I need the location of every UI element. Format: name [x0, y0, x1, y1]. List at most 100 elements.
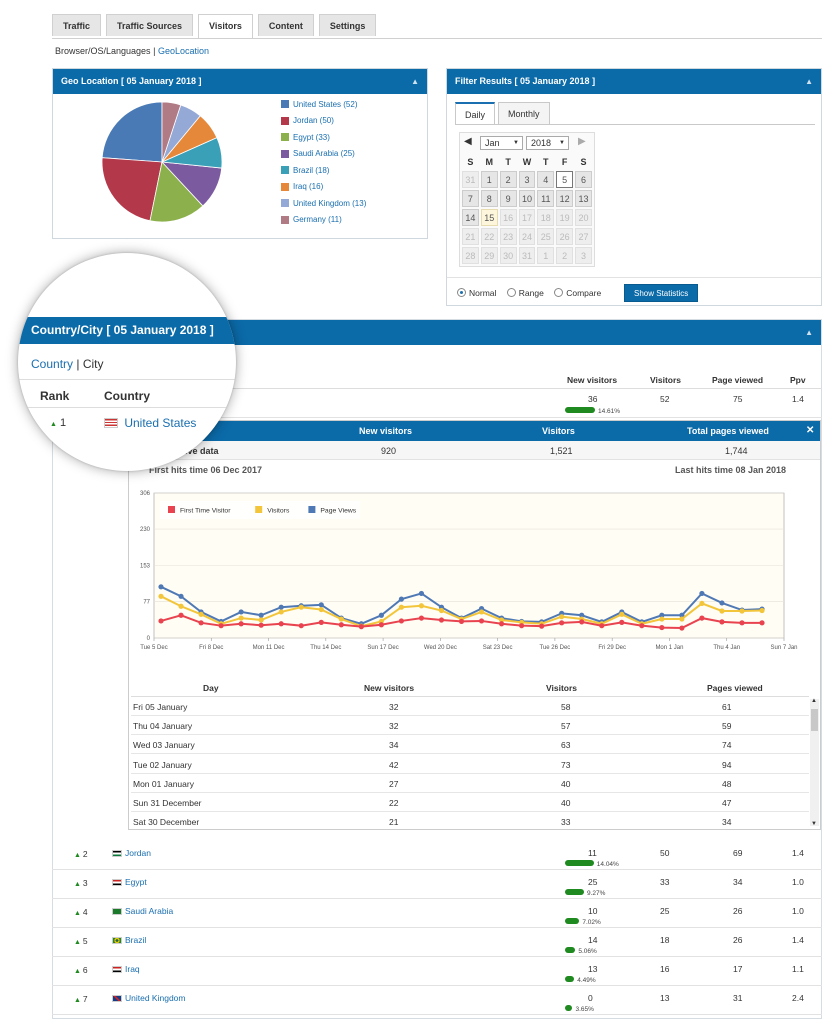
table-row[interactable]: Sat 30 December 21 33 34 — [131, 812, 809, 828]
calendar-day[interactable]: 1 — [537, 247, 555, 264]
calendar-day[interactable]: 29 — [480, 247, 498, 264]
tab-visitors[interactable]: Visitors — [198, 14, 253, 39]
mode-normal[interactable]: Normal — [457, 288, 496, 298]
calendar-day[interactable]: 12 — [556, 190, 574, 207]
tab-content[interactable]: Content — [257, 14, 314, 36]
calendar-day[interactable]: 2 — [499, 171, 517, 188]
calendar-day[interactable]: 9 — [499, 190, 517, 207]
row-visitors: 13 — [660, 993, 670, 1003]
calendar-day[interactable]: 24 — [518, 228, 536, 245]
country-link[interactable]: United Kingdom — [125, 993, 186, 1003]
calendar-day[interactable]: 8 — [480, 190, 498, 207]
country-link[interactable]: Brazil — [125, 935, 147, 945]
tab-monthly[interactable]: Monthly — [498, 102, 550, 124]
close-icon[interactable]: ✕ — [806, 425, 815, 436]
calendar-day[interactable]: 23 — [499, 228, 517, 245]
tab-settings[interactable]: Settings — [318, 14, 377, 36]
calendar-day[interactable]: 26 — [556, 228, 574, 245]
calendar-day[interactable]: 11 — [537, 190, 555, 207]
legend-item[interactable]: United Kingdom (13) — [281, 195, 366, 212]
daily-scrollbar[interactable]: ▲ ▼ — [810, 698, 819, 827]
country-link[interactable]: Saudi Arabia — [125, 906, 174, 916]
calendar-day[interactable]: 21 — [462, 228, 479, 245]
table-row[interactable]: ▲ 5 Brazil 14 5.06% 18 26 1.4 — [52, 928, 822, 957]
calendar-day[interactable]: 31 — [518, 247, 536, 264]
calendar-day[interactable]: 16 — [499, 209, 517, 226]
calendar-day[interactable]: 3 — [575, 247, 592, 264]
calendar-day[interactable]: 1 — [480, 171, 498, 188]
table-row[interactable]: ▲ 3 Egypt 25 9.27% 33 34 1.0 — [52, 870, 822, 899]
mode-compare[interactable]: Compare — [554, 288, 601, 298]
series-point — [418, 615, 425, 621]
collapse-icon[interactable]: ▲ — [805, 328, 813, 337]
calendar-day[interactable]: 4 — [537, 171, 555, 188]
legend-item[interactable]: Saudi Arabia (25) — [281, 146, 366, 163]
tab-daily[interactable]: Daily — [455, 102, 496, 124]
scroll-down-icon[interactable]: ▼ — [811, 821, 817, 827]
calendar-day[interactable]: 18 — [537, 209, 555, 226]
tab-traffic[interactable]: Traffic — [52, 14, 102, 36]
subnav-browser-os-languages[interactable]: Browser/OS/Languages — [55, 46, 151, 56]
subnav-geolocation[interactable]: GeoLocation — [157, 46, 209, 56]
month-select[interactable]: Jan ▼ — [480, 136, 523, 150]
calendar-day[interactable]: 2 — [556, 247, 574, 264]
table-row[interactable]: Sun 31 December 22 40 47 — [131, 793, 809, 812]
cell-pages: 48 — [722, 778, 732, 789]
prev-month-icon[interactable]: ◀ — [464, 136, 472, 147]
calendar-day[interactable]: 31 — [462, 171, 479, 188]
scrollbar-thumb[interactable] — [811, 709, 818, 731]
country-link[interactable]: Egypt — [125, 877, 147, 887]
table-row[interactable]: Thu 04 January 32 57 59 — [131, 716, 809, 736]
calendar-day[interactable]: 22 — [480, 228, 498, 245]
table-row[interactable]: 36 14.61% 52 75 1.4 — [52, 390, 822, 418]
calendar-day[interactable]: 14 — [462, 209, 479, 226]
collapse-icon[interactable]: ▲ — [805, 77, 813, 86]
zoomed-subnav-city[interactable]: City — [82, 357, 104, 371]
country-link[interactable]: Jordan — [125, 848, 151, 858]
cell-day: Thu 04 January — [133, 721, 193, 732]
calendar-day[interactable]: 28 — [462, 247, 479, 264]
zoomed-subnav-country[interactable]: Country — [31, 357, 74, 371]
next-month-icon[interactable]: ▶ — [578, 136, 586, 147]
series-point — [318, 619, 324, 625]
legend-item[interactable]: United States (52) — [281, 96, 366, 113]
table-row[interactable]: ▲ 2 Jordan 11 14.04% 50 69 1.4 — [52, 841, 822, 870]
table-row[interactable]: ▲ 7 United Kingdom 0 3.65% 13 31 2.4 — [52, 986, 822, 1015]
year-select[interactable]: 2018 ▼ — [526, 136, 569, 150]
scroll-up-icon[interactable]: ▲ — [811, 698, 817, 704]
table-row[interactable]: ▲ 6 Iraq 13 4.49% 16 17 1.1 — [52, 957, 822, 986]
col-page-viewed: Page viewed — [712, 375, 764, 385]
calendar-day[interactable]: 3 — [518, 171, 536, 188]
calendar-day[interactable]: 27 — [575, 228, 592, 245]
calendar-day[interactable]: 17 — [518, 209, 536, 226]
calendar-day[interactable]: 13 — [575, 190, 592, 207]
table-row[interactable]: Wed 03 January 34 63 74 — [131, 735, 809, 755]
country-detail-popup: New visitors Visitors Total pages viewed… — [128, 420, 821, 830]
tab-traffic-sources[interactable]: Traffic Sources — [106, 14, 194, 36]
table-row[interactable]: Fri 05 January 32 58 61 — [131, 697, 809, 716]
calendar-day[interactable]: 30 — [499, 247, 517, 264]
calendar-day[interactable]: 20 — [575, 209, 592, 226]
table-row[interactable]: Mon 01 January 27 40 48 — [131, 774, 809, 793]
legend-item[interactable]: Iraq (16) — [281, 179, 366, 196]
legend-item[interactable]: Brazil (18) — [281, 162, 366, 179]
calendar-day[interactable]: 7 — [462, 190, 479, 207]
calendar-day[interactable]: 15 — [480, 209, 498, 226]
calendar-day[interactable]: 6 — [575, 171, 592, 188]
show-statistics-button[interactable]: Show Statistics — [624, 284, 699, 302]
mode-range[interactable]: Range — [506, 288, 544, 298]
calendar-day[interactable]: 19 — [556, 209, 574, 226]
legend-item[interactable]: Germany (11) — [281, 212, 366, 229]
table-row[interactable]: ▲ 4 Saudi Arabia 10 7.02% 25 26 1.0 — [52, 899, 822, 928]
zoomed-country-link[interactable]: United States — [124, 416, 197, 430]
calendar-day[interactable]: 10 — [518, 190, 536, 207]
table-row[interactable]: Tue 02 January 42 73 94 — [131, 755, 809, 774]
country-link[interactable]: Iraq — [125, 964, 140, 974]
calendar-day[interactable]: 25 — [537, 228, 555, 245]
cell-visitors: 73 — [561, 759, 571, 770]
collapse-icon[interactable]: ▲ — [411, 77, 419, 86]
legend-item[interactable]: Jordan (50) — [281, 113, 366, 130]
calendar-day[interactable]: 5 — [556, 171, 574, 188]
country-cell: Egypt — [112, 877, 147, 887]
legend-item[interactable]: Egypt (33) — [281, 129, 366, 146]
